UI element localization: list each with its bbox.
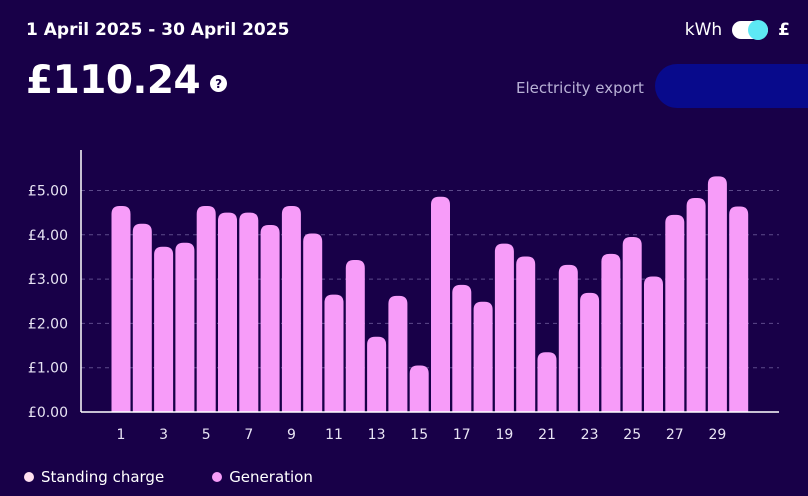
date-range: 1 April 2025 - 30 April 2025: [26, 20, 290, 40]
bar: [707, 176, 727, 412]
bar: [537, 352, 557, 412]
bar: [516, 256, 536, 412]
bar: [644, 276, 663, 412]
y-tick-label: £1.00: [28, 361, 68, 377]
bar: [601, 253, 621, 412]
bar-chart: £0.00£1.00£2.00£3.00£4.00£5.001 3 5 7 9 11 13 1…: [28, 150, 779, 443]
generation-dot-icon: [212, 472, 223, 482]
legend: Standing charge Generation: [24, 468, 313, 486]
legend-item-standing-charge[interactable]: Standing charge: [24, 468, 164, 486]
x-tick-label: 23: [581, 427, 599, 443]
legend-label-standing-charge: Standing charge: [41, 468, 165, 486]
x-tick-label: 3: [159, 427, 168, 443]
help-icon[interactable]: ?: [210, 75, 228, 92]
bar: [729, 206, 749, 412]
total-amount: £110.24: [26, 58, 201, 103]
unit-gbp-label[interactable]: £: [778, 20, 790, 40]
bar: [622, 237, 642, 412]
x-tick-label: 1: [117, 427, 126, 443]
bar: [431, 196, 450, 412]
bar: [473, 301, 493, 412]
bar: [367, 336, 387, 412]
bar: [175, 242, 195, 412]
bar: [558, 264, 578, 412]
total-row: £110.24 ?: [26, 58, 228, 103]
x-tick-label: 21: [538, 427, 556, 443]
legend-label-generation: Generation: [229, 468, 313, 486]
x-tick-label: 9: [287, 427, 296, 443]
bar: [345, 260, 365, 412]
standing-charge-dot-icon: [24, 472, 34, 482]
toggle-knob: [748, 20, 769, 40]
meter-label[interactable]: Electricity export: [516, 79, 644, 97]
bar: [494, 243, 514, 412]
x-tick-label: 17: [453, 427, 471, 443]
x-tick-label: 15: [410, 427, 428, 443]
x-tick-label: 13: [368, 427, 386, 443]
y-tick-label: £0.00: [28, 405, 68, 421]
unit-toggle-switch[interactable]: [732, 20, 769, 40]
bar: [452, 284, 472, 412]
x-tick-label: 5: [202, 427, 211, 443]
bar: [388, 295, 408, 412]
bar: [111, 206, 131, 412]
y-tick-label: £2.00: [28, 316, 68, 332]
bar: [665, 214, 685, 412]
x-tick-label: 29: [708, 427, 726, 443]
bar: [260, 225, 280, 412]
x-tick-label: 7: [244, 427, 253, 443]
bar: [580, 292, 600, 412]
bar: [281, 206, 301, 412]
x-tick-label: 27: [666, 427, 684, 443]
x-tick-label: 19: [495, 427, 513, 443]
redacted-meter-id: [655, 64, 808, 108]
bar: [324, 294, 344, 412]
y-tick-label: £5.00: [28, 184, 68, 200]
bar: [239, 212, 259, 412]
unit-kwh-label[interactable]: kWh: [684, 20, 723, 40]
x-tick-label: 11: [325, 427, 343, 443]
y-tick-label: £3.00: [28, 272, 68, 288]
bar: [218, 212, 237, 412]
x-tick-label: 25: [623, 427, 641, 443]
bar: [154, 246, 174, 412]
legend-item-generation[interactable]: Generation: [212, 468, 313, 486]
unit-toggle-group: kWh £: [685, 20, 790, 40]
y-tick-label: £4.00: [28, 228, 68, 244]
bar: [196, 206, 216, 412]
bar: [409, 365, 429, 412]
bar: [132, 223, 152, 412]
bar: [686, 198, 706, 412]
bar: [303, 233, 323, 412]
